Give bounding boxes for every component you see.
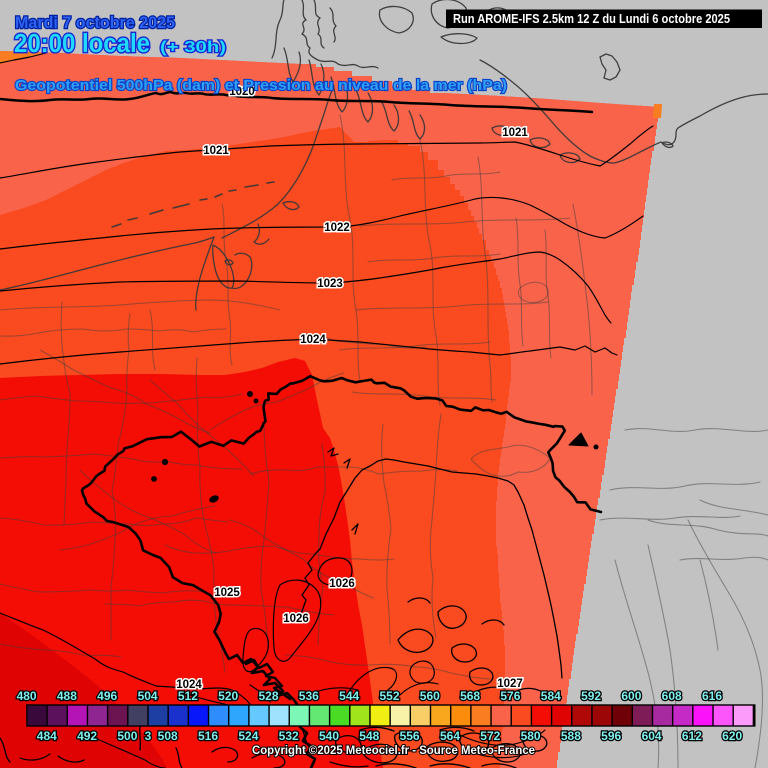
svg-text:496: 496 — [97, 689, 117, 703]
svg-text:1026: 1026 — [283, 613, 309, 625]
svg-text:480: 480 — [17, 689, 37, 703]
svg-text:564: 564 — [440, 729, 460, 743]
svg-text:500: 500 — [117, 729, 137, 743]
svg-text:552: 552 — [379, 689, 399, 703]
svg-text:560: 560 — [420, 689, 440, 703]
svg-text:596: 596 — [601, 729, 621, 743]
svg-text:1020: 1020 — [229, 86, 255, 98]
svg-text:520: 520 — [218, 689, 238, 703]
svg-text:Mardi 7 octobre 2025: Mardi 7 octobre 2025 — [15, 14, 175, 32]
svg-text:1024: 1024 — [176, 679, 202, 691]
svg-text:492: 492 — [77, 729, 97, 743]
svg-text:20:00 locale: 20:00 locale — [14, 30, 150, 58]
svg-text:556: 556 — [400, 729, 420, 743]
svg-text:1027: 1027 — [497, 678, 523, 690]
svg-text:1024: 1024 — [300, 334, 326, 346]
svg-text:592: 592 — [581, 689, 601, 703]
svg-text:1021: 1021 — [203, 145, 229, 157]
svg-text:Run AROME-IFS 2.5km 12 Z du Lu: Run AROME-IFS 2.5km 12 Z du Lundi 6 octo… — [453, 12, 730, 26]
svg-text:1022: 1022 — [324, 222, 350, 234]
svg-text:620: 620 — [722, 729, 742, 743]
svg-text:504: 504 — [138, 689, 158, 703]
svg-text:580: 580 — [521, 729, 541, 743]
svg-text:544: 544 — [339, 689, 359, 703]
svg-text:604: 604 — [642, 729, 662, 743]
svg-text:3: 3 — [145, 729, 152, 743]
svg-text:524: 524 — [238, 729, 258, 743]
svg-text:1026: 1026 — [329, 578, 355, 590]
svg-text:(+ 30h): (+ 30h) — [160, 39, 226, 56]
svg-text:Copyright ©2025 Meteociel.fr -: Copyright ©2025 Meteociel.fr - Source Me… — [252, 743, 535, 757]
svg-text:1021: 1021 — [502, 127, 528, 139]
svg-text:1023: 1023 — [317, 278, 343, 290]
svg-text:608: 608 — [662, 689, 682, 703]
svg-text:540: 540 — [319, 729, 339, 743]
svg-text:512: 512 — [178, 689, 198, 703]
svg-text:576: 576 — [500, 689, 520, 703]
svg-text:532: 532 — [279, 729, 299, 743]
svg-text:488: 488 — [57, 689, 77, 703]
svg-text:588: 588 — [561, 729, 581, 743]
svg-text:508: 508 — [158, 729, 178, 743]
svg-text:568: 568 — [460, 689, 480, 703]
svg-text:600: 600 — [621, 689, 641, 703]
svg-text:616: 616 — [702, 689, 722, 703]
svg-text:1025: 1025 — [214, 587, 240, 599]
svg-text:484: 484 — [37, 729, 57, 743]
svg-text:584: 584 — [541, 689, 561, 703]
svg-text:548: 548 — [359, 729, 379, 743]
svg-text:536: 536 — [299, 689, 319, 703]
svg-text:Geopotentiel 500hPa (dam) et P: Geopotentiel 500hPa (dam) et Pression au… — [15, 77, 507, 94]
svg-text:612: 612 — [682, 729, 702, 743]
svg-text:572: 572 — [480, 729, 500, 743]
svg-text:516: 516 — [198, 729, 218, 743]
svg-text:528: 528 — [258, 689, 278, 703]
